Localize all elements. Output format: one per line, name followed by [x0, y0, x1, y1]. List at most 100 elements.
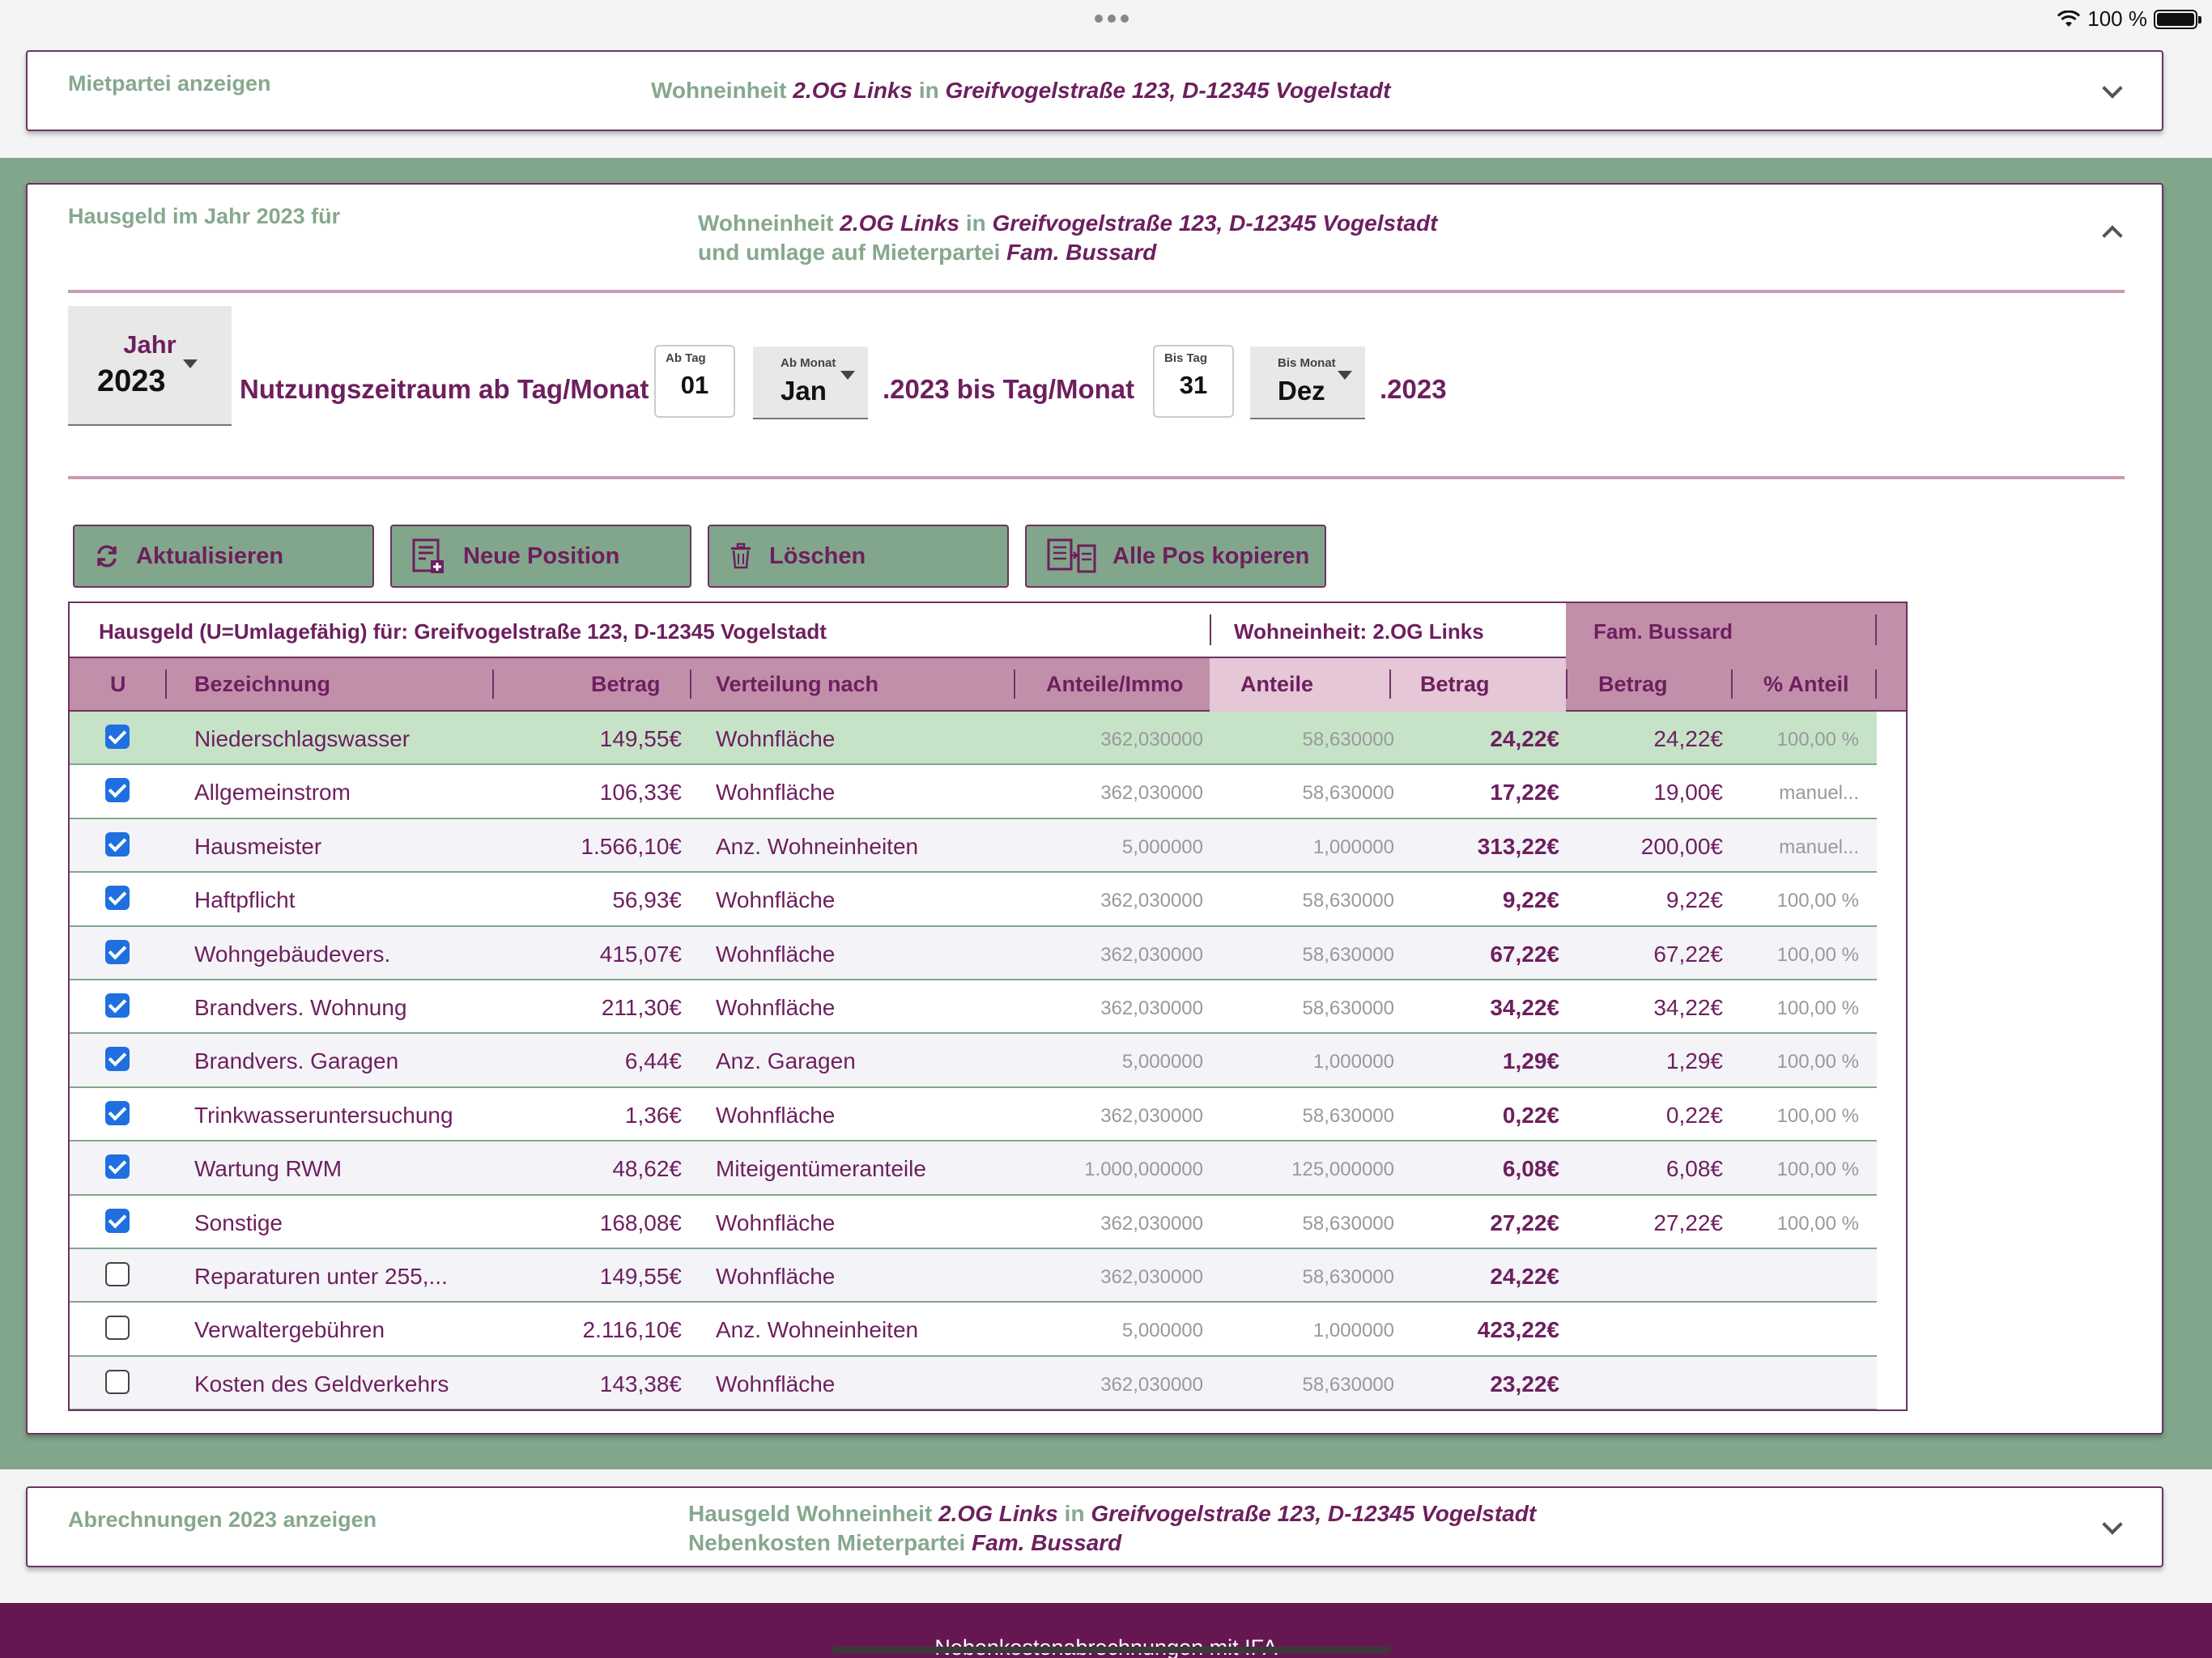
cell-bezeichnung: Niederschlagswasser	[194, 726, 410, 751]
cell-bezeichnung: Wartung RWM	[194, 1156, 342, 1182]
abrechnungen-card[interactable]: Abrechnungen 2023 anzeigen Hausgeld Wohn…	[26, 1486, 2163, 1567]
cell-anteile: 1,000000	[1312, 1320, 1394, 1342]
new-document-icon	[412, 538, 444, 573]
cell-anteile-immo: 362,030000	[1100, 997, 1203, 1019]
nutzungszeitraum-label: Nutzungszeitraum ab Tag/Monat	[240, 374, 649, 404]
umlage-checkbox[interactable]	[105, 1316, 130, 1341]
bis-tag-field[interactable]: Bis Tag 31	[1153, 345, 1234, 418]
year-select[interactable]: Jahr 2023	[68, 306, 232, 426]
table-row[interactable]: Allgemeinstrom 106,33€ Wohnfläche 362,03000…	[70, 765, 1880, 819]
wifi-icon	[2057, 10, 2081, 27]
table-row[interactable]: Brandvers. Wohnung 211,30€ Wohnfläche 362,0…	[70, 980, 1880, 1035]
cell-betrag: 106,33€	[599, 780, 682, 806]
bis-tag-value: 31	[1179, 371, 1208, 399]
chevron-down-icon[interactable]	[2102, 78, 2123, 99]
cell-anteile-immo: 362,030000	[1100, 943, 1203, 966]
abrechnungen-label: Abrechnungen 2023 anzeigen	[68, 1507, 377, 1532]
multitasking-dots-icon[interactable]	[1095, 15, 1129, 23]
cell-bezeichnung: Reparaturen unter 255,...	[194, 1263, 448, 1289]
cell-anteile-immo: 362,030000	[1100, 1104, 1203, 1127]
cell-verteilung: Anz. Wohneinheiten	[716, 833, 919, 859]
cell-verteilung: Wohnfläche	[716, 994, 836, 1020]
umlage-checkbox[interactable]	[105, 1047, 130, 1072]
col-pct[interactable]: % Anteil	[1763, 672, 1849, 696]
cell-pct: 100,00 %	[1776, 1104, 1859, 1127]
umlage-checkbox[interactable]	[105, 1369, 130, 1394]
cell-verteilung: Wohnfläche	[716, 1102, 836, 1128]
table-row[interactable]: Sonstige 168,08€ Wohnfläche 362,030000 58,63…	[70, 1195, 1880, 1249]
col-anteile-immo[interactable]: Anteile/Immo	[1046, 672, 1184, 696]
table-row[interactable]: Brandvers. Garagen 6,44€ Anz. Garagen 5,000…	[70, 1034, 1880, 1088]
cell-betrag: 56,93€	[612, 887, 682, 913]
refresh-button[interactable]: Aktualisieren	[73, 525, 374, 588]
umlage-checkbox[interactable]	[105, 1261, 130, 1286]
home-indicator[interactable]	[832, 1647, 1391, 1653]
col-betrag-tenant[interactable]: Betrag	[1598, 672, 1668, 696]
table-row[interactable]: Haftpflicht 56,93€ Wohnfläche 362,030000 58,…	[70, 873, 1880, 927]
umlage-checkbox[interactable]	[105, 725, 130, 749]
cell-bezeichnung: Brandvers. Wohnung	[194, 994, 407, 1020]
umlage-checkbox[interactable]	[105, 1154, 130, 1180]
divider-top	[68, 290, 2125, 293]
table-row[interactable]: Hausmeister 1.566,10€ Anz. Wohneinheiten 5,…	[70, 818, 1880, 874]
delete-button[interactable]: Löschen	[708, 525, 1009, 588]
cell-betrag-unit: 27,22€	[1490, 1209, 1559, 1235]
cell-bezeichnung: Kosten des Geldverkehrs	[194, 1371, 449, 1397]
cell-betrag-unit: 0,22€	[1502, 1102, 1559, 1128]
cell-verteilung: Anz. Garagen	[716, 1048, 856, 1074]
cell-verteilung: Anz. Wohneinheiten	[716, 1317, 919, 1343]
cell-betrag: 211,30€	[601, 994, 682, 1020]
cell-betrag: 149,55€	[599, 726, 682, 751]
umlage-checkbox[interactable]	[105, 831, 130, 857]
cell-pct: 100,00 %	[1776, 729, 1859, 750]
cell-bezeichnung: Brandvers. Garagen	[194, 1048, 399, 1074]
mietpartei-card[interactable]: Mietpartei anzeigen Wohneinheit 2.OG Lin…	[26, 50, 2163, 131]
caret-down-icon	[840, 371, 855, 380]
table-row[interactable]: Verwaltergebühren 2.116,10€ Anz. Wohneinhe…	[70, 1303, 1880, 1357]
cell-betrag-unit: 313,22€	[1477, 833, 1559, 859]
cell-betrag: 1.566,10€	[581, 833, 682, 859]
umlage-checkbox[interactable]	[105, 939, 130, 964]
table-row[interactable]: Trinkwasseruntersuchung 1,36€ Wohnfläche 36…	[70, 1087, 1880, 1142]
cell-verteilung: Wohnfläche	[716, 726, 836, 751]
table-row[interactable]: Wohngebäudevers. 415,07€ Wohnfläche 362,030…	[70, 926, 1880, 980]
col-u[interactable]: U	[110, 672, 126, 696]
umlage-checkbox[interactable]	[105, 886, 130, 911]
umlage-checkbox[interactable]	[105, 778, 130, 803]
umlage-checkbox[interactable]	[105, 1100, 130, 1125]
bis-monat-select[interactable]: Bis Monat Dez	[1250, 346, 1365, 419]
status-bar: 100 %	[0, 0, 2212, 39]
cell-betrag-unit: 24,22€	[1490, 726, 1559, 751]
table-body: Niederschlagswasser 149,55€ Wohnfläche 362,…	[70, 712, 1880, 1409]
cell-anteile: 58,630000	[1302, 729, 1394, 750]
cell-betrag-unit: 24,22€	[1490, 1263, 1559, 1289]
table-row[interactable]: Reparaturen unter 255,... 149,55€ Wohnfläc…	[70, 1248, 1880, 1303]
chevron-down-icon[interactable]	[2102, 1514, 2123, 1535]
table-row[interactable]: Wartung RWM 48,62€ Miteigentümeranteile 1.0…	[70, 1141, 1880, 1196]
divider-bottom	[68, 476, 2125, 479]
cell-pct: 100,00 %	[1776, 997, 1859, 1019]
col-betrag[interactable]: Betrag	[591, 672, 661, 696]
col-anteile[interactable]: Anteile	[1240, 672, 1314, 696]
bis-monat-value: Dez	[1278, 376, 1325, 406]
col-verteilung[interactable]: Verteilung nach	[716, 672, 879, 696]
cell-bezeichnung: Verwaltergebühren	[194, 1317, 385, 1343]
hausgeld-card: Hausgeld im Jahr 2023 für Wohneinheit 2.…	[26, 183, 2163, 1435]
copy-all-button[interactable]: Alle Pos kopieren	[1025, 525, 1326, 588]
abrechnungen-title: Hausgeld Wohneinheit 2.OG Links in Greif…	[688, 1501, 1537, 1555]
table-row[interactable]: Niederschlagswasser 149,55€ Wohnfläche 362,…	[70, 712, 1880, 766]
umlage-checkbox[interactable]	[105, 993, 130, 1018]
cell-anteile: 125,000000	[1291, 1158, 1394, 1181]
cell-betrag-unit: 423,22€	[1477, 1317, 1559, 1343]
ab-tag-field[interactable]: Ab Tag 01	[654, 345, 735, 418]
col-bezeichnung[interactable]: Bezeichnung	[194, 672, 331, 696]
cell-betrag-tenant: 24,22€	[1653, 726, 1723, 751]
table-row[interactable]: Kosten des Geldverkehrs 143,38€ Wohnfläche…	[70, 1356, 1880, 1409]
chevron-up-icon[interactable]	[2102, 225, 2123, 246]
caret-down-icon	[1338, 371, 1352, 380]
ab-monat-select[interactable]: Ab Monat Jan	[753, 346, 868, 419]
umlage-checkbox[interactable]	[105, 1208, 130, 1233]
col-betrag-unit[interactable]: Betrag	[1420, 672, 1490, 696]
cell-bezeichnung: Haftpflicht	[194, 887, 296, 913]
new-position-button[interactable]: Neue Position	[390, 525, 691, 588]
